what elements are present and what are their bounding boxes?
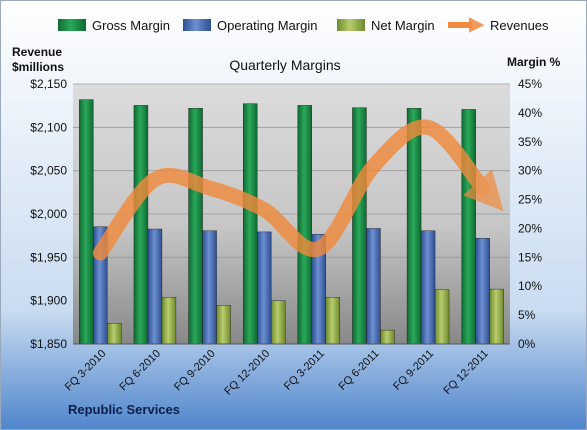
gross-margin-bar <box>188 108 203 345</box>
gross-margin-bar <box>406 108 422 345</box>
gross-margin-bar <box>352 107 367 345</box>
right-tick-label: 25% <box>518 193 542 207</box>
gross-margin-bar <box>461 109 476 345</box>
right-axis-ticks: 0% 5% 10% 15% 20% 25% 30% 35% 40% 45% <box>518 77 542 351</box>
legend-swatch-operating-margin <box>183 19 211 31</box>
left-tick-label: $1,900 <box>30 294 67 308</box>
legend-label-net-margin: Net Margin <box>371 18 435 33</box>
left-tick-label: $2,100 <box>30 120 67 134</box>
revenues-line <box>92 119 504 261</box>
net-margin-bar <box>380 329 395 345</box>
operating-margin-bar <box>475 238 490 345</box>
left-tick-label: $1,850 <box>30 337 67 351</box>
legend-swatch-gross-margin <box>58 19 86 31</box>
legend: Gross Margin Operating Margin Net Margin… <box>58 17 549 33</box>
net-margin-bar <box>161 297 177 345</box>
right-tick-label: 10% <box>518 279 542 293</box>
left-tick-label: $2,000 <box>30 207 67 221</box>
gross-margin-bar <box>133 105 149 345</box>
operating-margin-bar <box>366 228 381 345</box>
right-tick-label: 15% <box>518 250 542 264</box>
right-tick-label: 0% <box>518 337 536 351</box>
legend-label-operating-margin: Operating Margin <box>217 18 317 33</box>
gross-margin-bar <box>242 103 258 345</box>
right-tick-label: 20% <box>518 221 542 235</box>
left-tick-label: $2,050 <box>30 164 67 178</box>
left-axis-ticks: $1,850 $1,900 $1,950 $2,000 $2,050 $2,100 $2,1… <box>30 77 67 351</box>
left-tick-label: $2,150 <box>30 77 67 91</box>
net-margin-bar <box>270 300 286 345</box>
right-tick-label: 45% <box>518 77 542 91</box>
legend-label-revenues: Revenues <box>490 18 549 33</box>
gross-margin-bar <box>79 99 94 345</box>
footer-label: Republic Services <box>68 402 180 417</box>
left-tick-label: $1,950 <box>30 250 67 264</box>
left-axis-label-line2: $millions <box>12 60 64 74</box>
net-margin-bar <box>325 297 341 345</box>
gross-margin-bar <box>297 105 313 345</box>
net-margin-bar <box>107 323 122 345</box>
right-tick-label: 35% <box>518 135 542 149</box>
operating-margin-bar <box>256 231 272 345</box>
operating-margin-bar <box>147 228 163 345</box>
operating-margin-bar <box>420 230 436 345</box>
net-margin-bar <box>216 305 231 345</box>
right-tick-label: 30% <box>518 164 542 178</box>
right-axis-label: Margin % <box>507 55 561 69</box>
revenues-line-path <box>92 119 504 261</box>
legend-label-gross-margin: Gross Margin <box>92 18 170 33</box>
right-tick-label: 5% <box>518 308 536 322</box>
left-axis-label-line1: Revenue <box>12 45 62 59</box>
operating-margin-bar <box>202 230 217 345</box>
chart-title: Quarterly Margins <box>229 57 340 73</box>
net-margin-bar <box>489 288 504 345</box>
right-tick-label: 40% <box>518 106 542 120</box>
legend-swatch-net-margin <box>337 19 365 31</box>
net-margin-bar <box>434 289 450 345</box>
bar-series <box>79 99 504 345</box>
